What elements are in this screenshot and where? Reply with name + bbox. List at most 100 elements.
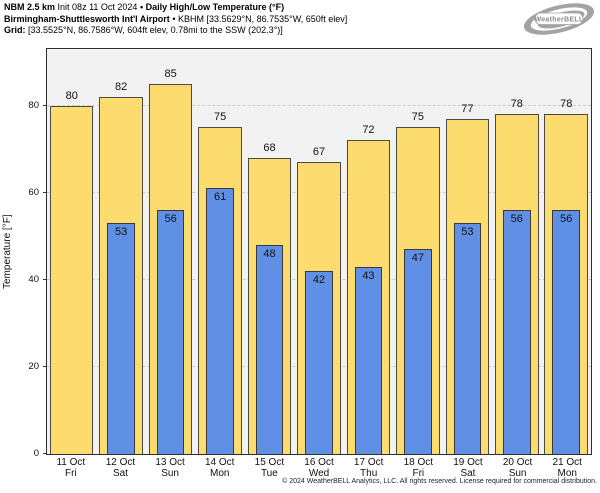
x-tick-date: 11 Oct: [56, 457, 86, 468]
plot-area: 0 20 40 60 80 80 82 53 85 56 75 61 68 48 67 42 72 43 75 47 7…: [28, 48, 592, 458]
grid-label: Grid:: [4, 25, 26, 35]
x-tick-date: 17 Oct: [353, 457, 384, 468]
low-temp-bar: 47: [404, 249, 432, 454]
x-axis-labels: 11 Oct Fri 12 Oct Sat 13 Oct Sun 14 Oct Mon 15 O…: [46, 458, 592, 479]
init-time: Init 08z 11 Oct 2024: [57, 2, 138, 12]
low-value-label: 48: [263, 247, 276, 260]
x-tick-day: Wed: [308, 468, 330, 479]
high-value-label: 80: [65, 89, 78, 102]
x-tick-label: 14 Oct Mon: [195, 458, 245, 479]
y-tick-label: 0: [33, 448, 39, 459]
x-tick-label: 15 Oct Tue: [245, 458, 295, 479]
product-title: Daily High/Low Temperature (°F): [145, 2, 285, 12]
low-temp-bar: 61: [206, 188, 234, 454]
high-value-label: 82: [115, 80, 128, 93]
low-temp-bar: 42: [305, 271, 333, 454]
high-value-label: 85: [164, 67, 177, 80]
x-tick-label: 12 Oct Sat: [96, 458, 146, 479]
y-tick-mark: [43, 365, 47, 367]
y-tick-mark: [43, 453, 47, 454]
x-tick-label: 11 Oct Fri: [46, 458, 96, 479]
x-tick-label: 13 Oct Sun: [145, 458, 195, 479]
x-tick-day: Fri: [412, 468, 425, 479]
station-details: KBHM [33.5629°N, 86.7535°W, 650ft elev]: [178, 13, 348, 24]
station-name: Birmingham-Shuttlesworth Int'l Airport: [4, 13, 170, 24]
high-value-label: 78: [510, 98, 523, 111]
x-tick-date: 21 Oct: [552, 457, 582, 468]
bar-slot: 78 56: [492, 49, 541, 454]
y-tick-label: 80: [28, 99, 39, 111]
x-tick-day: Sat: [460, 468, 476, 479]
bar-slot: 85 56: [146, 49, 195, 454]
bar-slot: 77 53: [443, 49, 492, 454]
bar-slot: 68 48: [245, 49, 294, 454]
x-tick-date: 12 Oct: [105, 457, 136, 468]
y-tick-label: 40: [28, 273, 39, 285]
weatherbell-swirl-icon: WeatherBELL: [523, 3, 595, 35]
bullet-separator: •: [172, 13, 176, 24]
chart-header: NBM 2.5 km Init 08z 11 Oct 2024 • Daily …: [4, 2, 347, 37]
model-name: NBM 2.5 km: [4, 2, 56, 12]
x-tick-label: 20 Oct Sun: [493, 458, 543, 479]
x-tick-day: Tue: [260, 468, 278, 479]
x-tick-day: Sun: [161, 468, 179, 479]
low-value-label: 56: [560, 213, 573, 226]
x-tick-day: Thu: [360, 468, 378, 479]
low-temp-bar: 56: [502, 210, 531, 454]
low-value-label: 47: [411, 252, 425, 265]
header-line-3: Grid: [33.5525°N, 86.7586°W, 604ft elev,…: [4, 25, 347, 37]
bar-slot: 78 56: [542, 49, 591, 454]
high-value-label: 75: [411, 111, 425, 124]
bar-slots: 80 82 53 85 56 75 61 68 48 67 42 72 43 75 47 77 53 78 56 78…: [47, 49, 591, 454]
x-tick-date: 15 Oct: [254, 457, 285, 468]
low-temp-bar: 43: [354, 266, 383, 454]
x-tick-label: 18 Oct Fri: [393, 458, 443, 479]
bar-slot: 75 61: [195, 49, 244, 454]
y-tick-mark: [43, 278, 47, 280]
bullet-separator: •: [139, 2, 144, 12]
header-line-1: NBM 2.5 km Init 08z 11 Oct 2024 • Daily …: [4, 2, 347, 14]
high-value-label: 67: [312, 146, 326, 159]
x-tick-label: 21 Oct Mon: [542, 458, 592, 479]
x-tick-day: Sun: [508, 468, 527, 479]
low-value-label: 43: [362, 269, 375, 282]
gridline-80: [47, 104, 591, 106]
x-tick-day: Mon: [210, 468, 230, 479]
high-value-label: 75: [213, 111, 227, 124]
copyright-text: © 2024 WeatherBELL Analytics, LLC. All r…: [282, 478, 597, 485]
low-temp-bar: 56: [156, 210, 185, 454]
low-value-label: 61: [213, 191, 227, 204]
bar-slot: 67 42: [294, 49, 343, 454]
bar-slot: 80: [47, 49, 96, 454]
x-tick-date: 14 Oct: [205, 457, 235, 468]
x-tick-date: 20 Oct: [502, 457, 533, 468]
y-tick-label: 20: [28, 360, 39, 372]
x-tick-date: 18 Oct: [403, 457, 434, 468]
x-tick-day: Sat: [112, 468, 128, 479]
x-tick-label: 16 Oct Wed: [294, 458, 344, 479]
y-tick-mark: [43, 104, 47, 106]
low-value-label: 56: [164, 213, 177, 226]
bar-slot: 82 53: [96, 49, 145, 454]
grid-details: [33.5525°N, 86.7586°W, 604ft elev, 0.78m…: [28, 25, 283, 35]
x-tick-label: 17 Oct Thu: [344, 458, 394, 479]
low-value-label: 42: [312, 274, 326, 287]
x-tick-date: 13 Oct: [155, 457, 185, 468]
low-temp-bar: 56: [552, 210, 581, 454]
high-temp-bar: [49, 105, 94, 454]
logo-brand-text: WeatherBELL: [534, 17, 583, 24]
bar-slot: 75 47: [393, 49, 442, 454]
low-temp-bar: 48: [255, 244, 284, 454]
high-value-label: 72: [362, 124, 375, 137]
high-value-label: 77: [461, 102, 474, 115]
y-tick-label: 60: [28, 186, 39, 198]
low-temp-bar: 53: [107, 223, 136, 454]
x-tick-date: 19 Oct: [453, 457, 483, 468]
high-value-label: 78: [560, 98, 573, 111]
header-line-2: Birmingham-Shuttlesworth Int'l Airport •…: [4, 14, 347, 26]
low-value-label: 53: [461, 226, 474, 239]
bar-slot: 72 43: [344, 49, 393, 454]
y-axis-title: Temperature [°F]: [2, 214, 13, 289]
x-tick-day: Mon: [557, 468, 577, 479]
